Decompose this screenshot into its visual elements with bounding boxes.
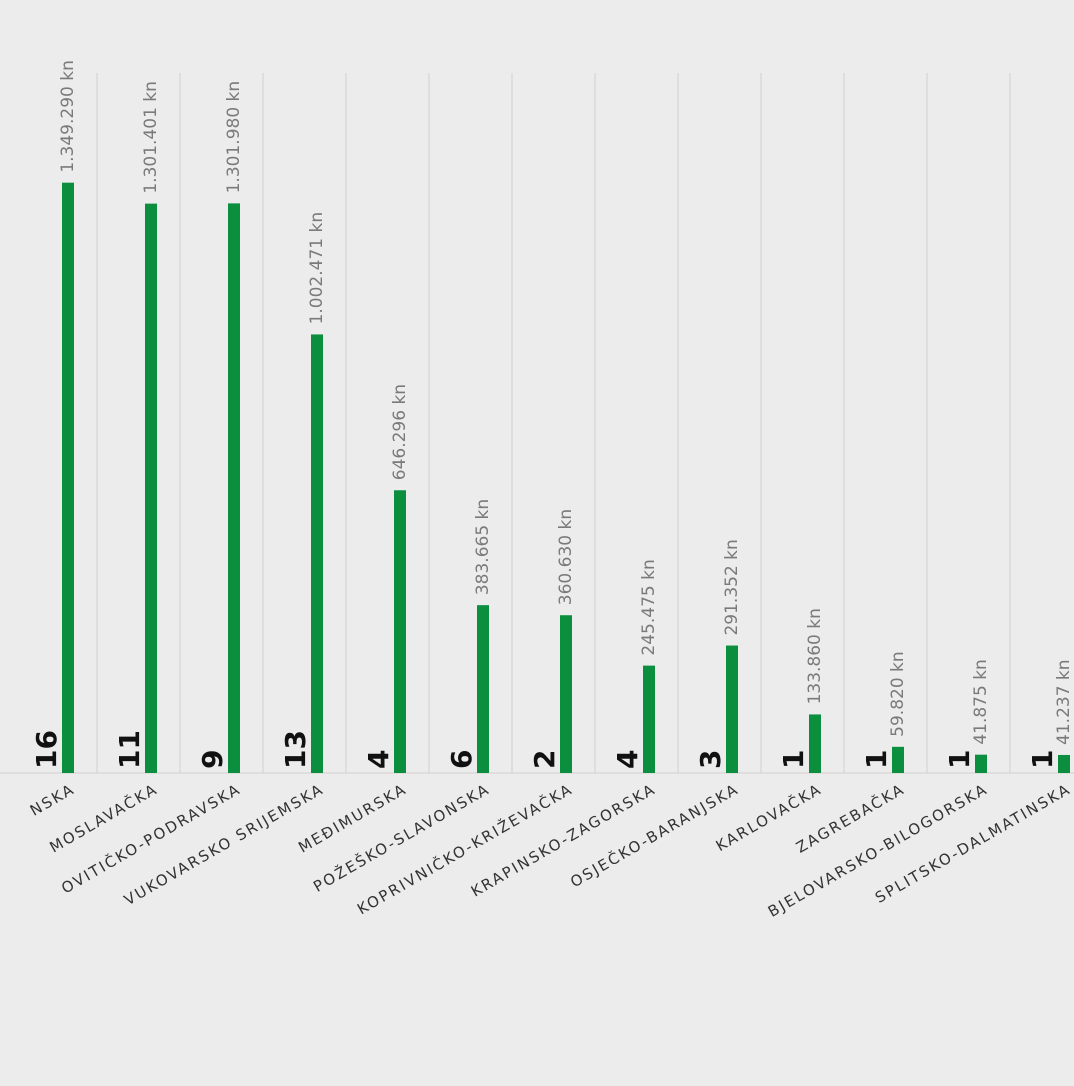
value-label: 1.349.290 kn [58,60,78,173]
bar [643,665,655,773]
bar [228,203,240,774]
bar [311,334,323,773]
value-label: 59.820 kn [888,651,908,737]
count-label: 1 [860,750,893,769]
bar [892,746,904,773]
value-label: 41.875 kn [971,659,991,745]
count-label: 11 [113,730,146,769]
count-label: 13 [279,730,312,769]
count-label: 1 [777,750,810,769]
count-label: 16 [30,730,63,769]
value-label: 1.301.401 kn [141,81,161,194]
count-label: 9 [196,750,229,769]
bar [975,754,987,773]
count-label: 2 [528,750,561,769]
count-label: 4 [362,750,395,769]
count-label: 3 [694,750,727,769]
bar [809,714,821,773]
bar [560,615,572,773]
value-label: 1.301.980 kn [224,81,244,194]
bar [726,645,738,773]
bar [62,182,74,774]
count-label: 1 [943,750,976,769]
value-label: 133.860 kn [805,608,825,704]
count-label: 4 [611,750,644,769]
bar [394,490,406,773]
count-label: 6 [445,750,478,769]
value-label: 1.002.471 kn [307,212,327,325]
count-label: 1 [1026,750,1059,769]
value-label: 383.665 kn [473,499,493,595]
value-label: 245.475 kn [639,559,659,655]
bar [477,605,489,773]
bar [145,203,157,773]
value-label: 360.630 kn [556,509,576,605]
value-label: 41.237 kn [1054,659,1074,745]
value-label: 646.296 kn [390,384,410,480]
bar [1058,754,1070,773]
value-label: 291.352 kn [722,539,742,635]
